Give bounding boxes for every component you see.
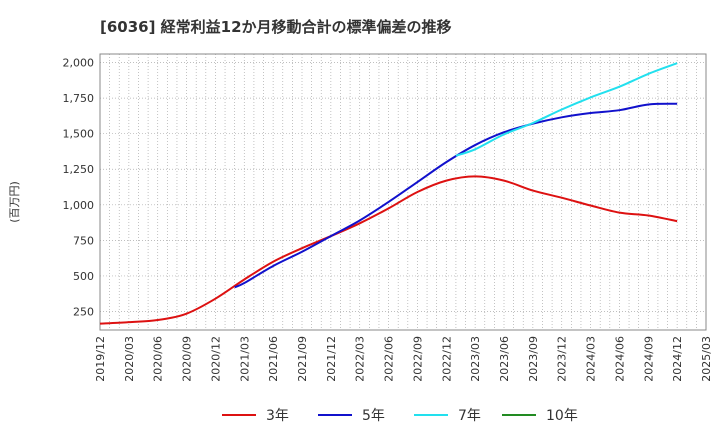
x-axis: 2019/12 2020/03 2020/06 2020/09 2020/12 2021/… <box>94 336 713 382</box>
x-tick-label: 2023/03 <box>469 336 482 382</box>
x-tick-label: 2024/09 <box>642 336 655 382</box>
y-tick-label: 2,000 <box>63 57 95 70</box>
legend-label: 3年 <box>266 408 289 424</box>
legend-label: 7年 <box>458 408 481 424</box>
x-tick-label: 2019/12 <box>94 336 107 382</box>
y-tick-label: 250 <box>73 306 94 319</box>
x-tick-label: 2022/09 <box>411 336 424 382</box>
x-tick-label: 2021/12 <box>325 336 338 382</box>
y-tick-label: 750 <box>73 234 94 247</box>
x-tick-label: 2020/06 <box>152 336 165 382</box>
x-tick-label: 2020/03 <box>123 336 136 382</box>
x-tick-label: 2023/06 <box>498 336 511 382</box>
x-tick-label: 2022/12 <box>440 336 453 382</box>
x-tick-label: 2020/09 <box>181 336 194 382</box>
x-tick-label: 2022/03 <box>354 336 367 382</box>
legend: 3年 5年 7年 10年 <box>222 408 578 424</box>
x-tick-label: 2024/12 <box>671 336 684 382</box>
x-tick-label: 2022/06 <box>383 336 396 382</box>
x-tick-label: 2021/06 <box>267 336 280 382</box>
plot-area <box>99 53 707 331</box>
x-tick-label: 2025/03 <box>700 336 713 382</box>
series-line <box>234 102 678 289</box>
x-tick-label: 2020/12 <box>209 336 222 382</box>
y-tick-label: 500 <box>73 270 94 283</box>
y-tick-label: 1,000 <box>63 199 95 212</box>
y-axis: 250 500 750 1,000 1,250 1,500 1,750 2,000 <box>63 57 95 319</box>
chart-title: [6036] 経常利益12か月移動合計の標準偏差の推移 <box>100 18 452 36</box>
x-tick-label: 2021/09 <box>296 336 309 382</box>
x-tick-label: 2023/09 <box>527 336 540 382</box>
x-tick-label: 2024/03 <box>585 336 598 382</box>
x-tick-label: 2023/12 <box>556 336 569 382</box>
series-lines <box>99 62 678 325</box>
y-tick-label: 1,250 <box>63 163 95 176</box>
series-line <box>99 175 678 325</box>
x-tick-label: 2021/03 <box>238 336 251 382</box>
y-tick-label: 1,750 <box>63 92 95 105</box>
legend-label: 10年 <box>546 408 578 424</box>
y-tick-label: 1,500 <box>63 128 95 141</box>
grid <box>99 54 707 330</box>
x-tick-label: 2024/06 <box>613 336 626 382</box>
y-axis-label: (百万円) <box>8 181 21 223</box>
series-line <box>455 62 678 157</box>
legend-label: 5年 <box>362 408 385 424</box>
